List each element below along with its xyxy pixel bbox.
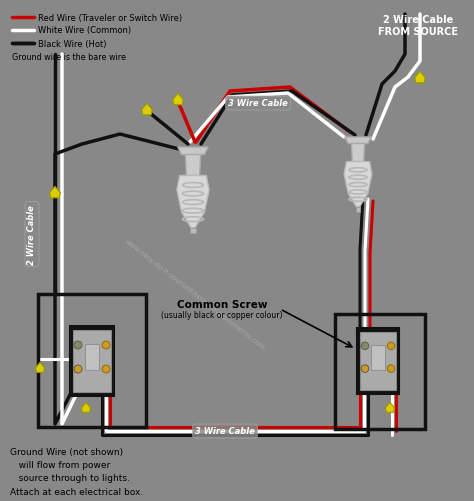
Bar [360, 332, 396, 391]
Text: White Wire (Common): White Wire (Common) [38, 27, 131, 36]
Text: 3 Wire Cable: 3 Wire Cable [228, 99, 288, 108]
Text: 2 Wire Cable: 2 Wire Cable [27, 205, 36, 265]
Circle shape [361, 342, 369, 350]
Text: Ground Wire (not shown)
   will flow from power
   source through to lights.
Att: Ground Wire (not shown) will flow from p… [10, 447, 143, 495]
Circle shape [74, 341, 82, 349]
Bar [38, 295, 146, 427]
Bar [371, 345, 384, 370]
Bar [85, 344, 99, 370]
Polygon shape [345, 138, 371, 144]
Circle shape [102, 341, 110, 349]
Circle shape [387, 365, 395, 373]
Polygon shape [173, 94, 183, 106]
Text: Black Wire (Hot): Black Wire (Hot) [38, 40, 107, 49]
Circle shape [102, 365, 110, 373]
Polygon shape [351, 144, 365, 162]
Circle shape [361, 365, 369, 373]
Text: FROM SOURCE: FROM SOURCE [378, 27, 458, 37]
Polygon shape [385, 403, 394, 412]
Circle shape [387, 342, 395, 350]
Bar [70, 326, 114, 396]
Text: Common Screw: Common Screw [177, 300, 267, 310]
Text: Red Wire (Traveler or Switch Wire): Red Wire (Traveler or Switch Wire) [38, 14, 182, 23]
Text: 3 Wire Cable: 3 Wire Cable [195, 427, 255, 436]
Text: Ground wire is the bare wire: Ground wire is the bare wire [12, 54, 126, 63]
Polygon shape [344, 162, 372, 207]
Polygon shape [415, 72, 425, 84]
Polygon shape [185, 155, 201, 176]
Bar [357, 328, 399, 395]
Text: 2 Wire Cable: 2 Wire Cable [383, 15, 453, 25]
Bar [356, 207, 360, 212]
Circle shape [74, 365, 82, 373]
Bar [335, 314, 425, 429]
Bar [190, 228, 196, 234]
Polygon shape [82, 403, 91, 412]
Text: www.easy-do-it-yourself-home-improvements.com: www.easy-do-it-yourself-home-improvement… [124, 238, 266, 351]
Polygon shape [50, 187, 60, 198]
Bar [73, 330, 111, 392]
Polygon shape [178, 148, 208, 155]
Polygon shape [36, 363, 45, 373]
Polygon shape [142, 104, 152, 116]
Polygon shape [177, 176, 209, 228]
Text: (usually black or copper colour): (usually black or copper colour) [161, 311, 283, 320]
